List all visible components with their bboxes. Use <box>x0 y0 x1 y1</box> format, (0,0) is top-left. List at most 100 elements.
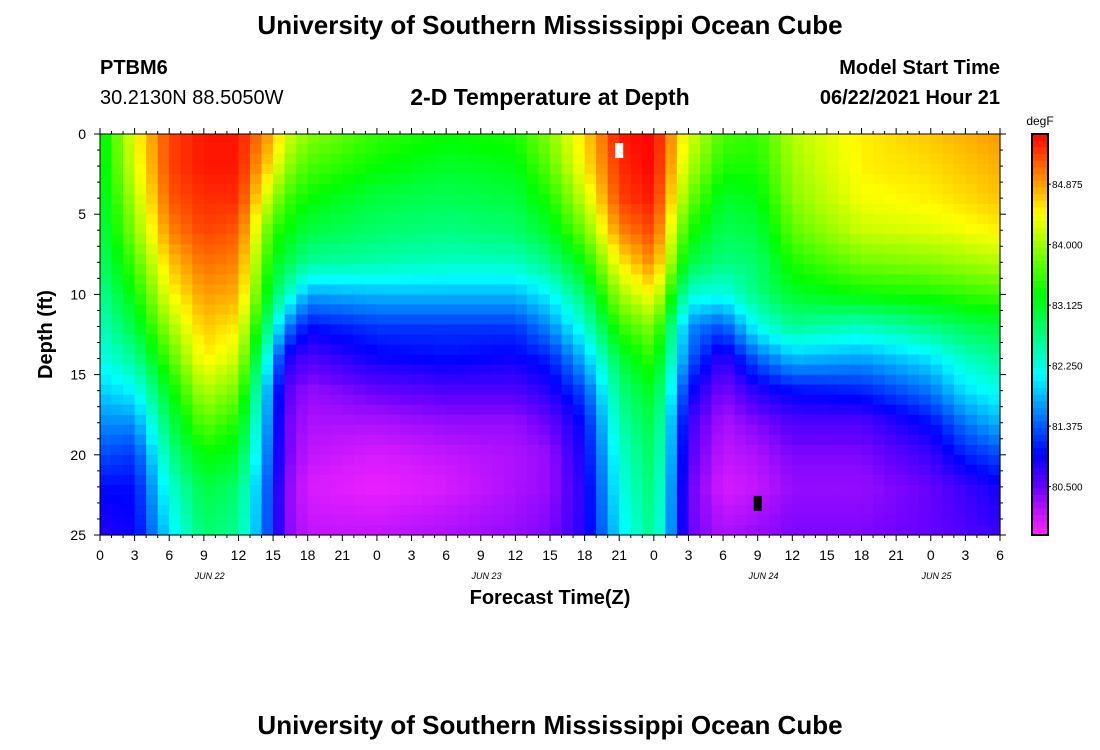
heatmap-cell <box>815 224 828 235</box>
heatmap-cell <box>284 494 297 506</box>
heatmap-cell <box>873 284 886 296</box>
heatmap-cell <box>573 234 586 245</box>
heatmap-cell <box>688 384 701 396</box>
heatmap-cell <box>711 384 724 396</box>
heatmap-cell <box>284 384 297 396</box>
heatmap-cell <box>642 154 655 165</box>
heatmap-cell <box>630 424 643 436</box>
heatmap-cell <box>838 404 851 416</box>
heatmap-cell <box>330 354 343 366</box>
heatmap-cell <box>757 514 770 526</box>
heatmap-cell <box>111 304 124 316</box>
heatmap-cell <box>376 354 390 366</box>
heatmap-cell <box>873 384 886 396</box>
heatmap-cell <box>203 454 216 466</box>
heatmap-cell <box>630 264 643 275</box>
heatmap-cell <box>607 444 620 456</box>
heatmap-cell <box>561 304 574 316</box>
heatmap-cell <box>596 174 609 185</box>
heatmap-cell <box>723 154 736 165</box>
heatmap-cell <box>526 264 540 275</box>
heatmap-cell <box>146 164 159 175</box>
heatmap-cell <box>192 174 205 185</box>
heatmap-cell <box>861 294 874 306</box>
heatmap-cell <box>157 164 170 175</box>
heatmap-cell <box>965 494 978 506</box>
heatmap-cell <box>792 484 805 496</box>
x-tick-label: 18 <box>854 547 870 563</box>
heatmap-cell <box>561 134 574 145</box>
heatmap-cell <box>953 164 966 175</box>
heatmap-cell <box>203 344 216 356</box>
heatmap-cell <box>780 524 793 536</box>
heatmap-cell <box>376 304 390 316</box>
heatmap-cell <box>100 304 113 316</box>
heatmap-cell <box>803 284 816 296</box>
heatmap-cell <box>203 424 216 436</box>
colorbar-segment <box>1032 160 1048 169</box>
heatmap-cell <box>238 304 251 316</box>
heatmap-cell <box>388 484 401 496</box>
heatmap-cell <box>434 174 447 185</box>
heatmap-cell <box>919 144 932 155</box>
heatmap-cell <box>250 444 263 456</box>
heatmap-cell <box>665 224 678 235</box>
heatmap-cell <box>642 294 655 306</box>
heatmap-cell <box>942 194 955 205</box>
heatmap-cell <box>619 384 632 396</box>
heatmap-cell <box>757 454 770 466</box>
heatmap-cell <box>861 504 874 516</box>
heatmap-cell <box>873 294 886 306</box>
heatmap-cell <box>457 344 470 356</box>
heatmap-cell <box>192 494 205 506</box>
heatmap-cell <box>965 374 978 386</box>
heatmap-cell <box>665 144 678 155</box>
heatmap-cell <box>988 494 1001 506</box>
heatmap-cell <box>873 304 886 316</box>
heatmap-cell <box>792 154 805 165</box>
heatmap-cell <box>157 204 170 215</box>
x-tick-label: 9 <box>754 547 762 563</box>
heatmap-cell <box>734 154 747 165</box>
heatmap-cell <box>330 524 343 536</box>
heatmap-cell <box>284 174 297 185</box>
heatmap-cell <box>711 504 724 516</box>
heatmap-cell <box>734 134 747 145</box>
heatmap-cell <box>642 234 655 245</box>
heatmap-cell <box>515 354 528 366</box>
heatmap-cell <box>723 334 736 346</box>
heatmap-cell <box>238 234 251 245</box>
heatmap-cell <box>434 314 447 326</box>
heatmap-cell <box>757 174 770 185</box>
heatmap-cell <box>492 424 505 436</box>
heatmap-cell <box>780 184 793 195</box>
heatmap-cell <box>861 354 874 366</box>
heatmap-cell <box>838 254 851 265</box>
heatmap-cell <box>792 394 805 406</box>
heatmap-cell <box>100 364 113 376</box>
heatmap-cell <box>700 294 713 306</box>
heatmap-cell <box>642 274 655 285</box>
heatmap-cell <box>919 154 932 165</box>
heatmap-cell <box>976 474 990 486</box>
heatmap-cell <box>746 154 759 165</box>
heatmap-cell <box>157 264 170 275</box>
heatmap-cell <box>284 154 297 165</box>
heatmap-cell <box>838 454 851 466</box>
heatmap-cell <box>942 294 955 306</box>
heatmap-cell <box>988 144 1001 155</box>
heatmap-cell <box>296 184 309 195</box>
heatmap-cell <box>480 284 493 296</box>
heatmap-cell <box>653 454 666 466</box>
heatmap-cell <box>653 154 666 165</box>
heatmap-cell <box>515 144 528 155</box>
heatmap-cell <box>988 324 1001 336</box>
heatmap-cell <box>526 524 540 536</box>
heatmap-cell <box>700 174 713 185</box>
heatmap-cell <box>596 164 609 175</box>
heatmap-cell <box>342 404 355 416</box>
heatmap-cell <box>261 324 274 336</box>
heatmap-cell <box>896 334 909 346</box>
heatmap-cell <box>642 524 655 536</box>
heatmap-cell <box>296 234 309 245</box>
